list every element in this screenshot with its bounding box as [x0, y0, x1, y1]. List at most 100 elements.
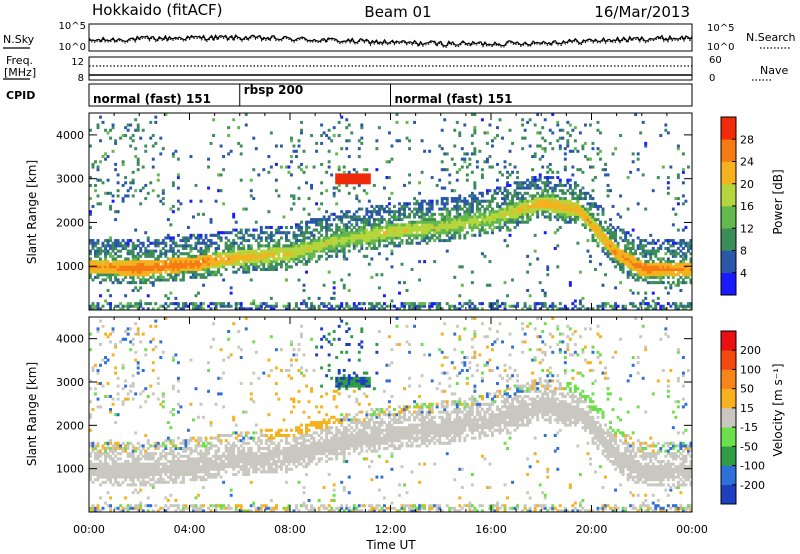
power-cell: [581, 212, 585, 216]
power-cell: [194, 236, 198, 240]
velocity-cell: [151, 483, 155, 487]
power-cell: [139, 241, 143, 245]
power-cell: [644, 239, 648, 243]
power-cell: [146, 307, 150, 311]
power-cell: [249, 249, 253, 253]
power-cell: [252, 197, 256, 201]
power-cell: [186, 304, 190, 308]
power-cell: [89, 262, 92, 266]
power-cell: [161, 202, 165, 206]
power-cell: [435, 228, 439, 232]
power-cell: [674, 254, 678, 258]
power-cell: [320, 202, 324, 206]
velocity-cell: [96, 441, 100, 445]
power-cell: [91, 302, 95, 306]
power-cell: [365, 168, 369, 172]
power-cell: [679, 270, 683, 274]
velocity-cell: [159, 356, 163, 359]
power-cell: [684, 275, 688, 279]
power-cell: [418, 260, 422, 264]
power-cell: [330, 241, 334, 245]
velocity-cell: [194, 460, 198, 463]
power-cell: [636, 236, 640, 240]
power-cell: [247, 257, 251, 261]
power-cell: [621, 228, 625, 232]
velocity-cell: [189, 457, 193, 461]
power-cell: [116, 210, 120, 214]
power-cell: [664, 286, 668, 290]
power-cell: [398, 241, 401, 245]
velocity-cell: [199, 452, 203, 456]
power-cell: [656, 262, 660, 266]
power-cell: [533, 302, 537, 306]
power-cell: [332, 236, 336, 240]
velocity-cell: [114, 366, 118, 370]
power-cell: [227, 249, 231, 253]
power-cell: [269, 131, 273, 135]
power-cell: [400, 233, 404, 237]
power-cell: [420, 233, 424, 237]
power-cell: [671, 223, 675, 227]
power-cell: [355, 241, 359, 245]
power-cell: [360, 225, 364, 229]
power-cell: [345, 210, 349, 214]
power-cell: [498, 218, 502, 222]
velocity-cell: [114, 467, 118, 471]
power-cell: [176, 265, 180, 269]
velocity-cell: [154, 444, 158, 448]
power-cell: [674, 307, 678, 311]
power-cell: [676, 283, 680, 287]
power-cell: [470, 233, 474, 237]
power-cell: [410, 267, 414, 271]
power-cell: [498, 220, 502, 224]
velocity-cell: [189, 478, 193, 482]
power-cell: [513, 194, 517, 198]
power-cell: [269, 304, 273, 308]
power-cell: [244, 252, 248, 256]
power-cell: [496, 215, 499, 219]
power-cell: [568, 123, 572, 127]
velocity-cell: [199, 449, 203, 453]
power-cell: [134, 267, 138, 271]
power-cell: [169, 207, 173, 211]
power-cell: [300, 239, 303, 243]
power-cell: [606, 189, 610, 193]
power-cell: [194, 246, 198, 250]
power-cell: [521, 218, 525, 222]
power-cell: [445, 239, 449, 243]
velocity-cell: [186, 428, 190, 432]
power-cell: [295, 225, 298, 229]
power-cell: [470, 141, 474, 145]
power-cell: [445, 233, 449, 237]
velocity-cell: [116, 441, 120, 445]
power-cell: [563, 202, 567, 206]
power-cell: [114, 260, 118, 264]
power-cell: [192, 233, 195, 237]
velocity-cell: [106, 465, 110, 469]
power-cell: [498, 189, 502, 193]
power-cell: [526, 220, 530, 224]
power-cell: [501, 302, 504, 306]
velocity-cell: [126, 504, 130, 508]
power-cell: [458, 218, 462, 222]
power-cell: [164, 244, 168, 248]
power-cell: [393, 228, 396, 232]
power-cell: [586, 212, 590, 216]
power-cell: [154, 241, 158, 245]
velocity-cell: [197, 475, 200, 479]
velocity-cell: [202, 504, 205, 508]
power-cell: [626, 231, 630, 235]
velocity-cell: [171, 457, 175, 461]
power-cell: [370, 228, 374, 232]
power-cell: [267, 244, 271, 248]
power-cell: [114, 239, 118, 243]
power-cell: [491, 307, 494, 311]
power-cell: [629, 262, 633, 266]
power-cell: [380, 304, 384, 308]
power-cell: [322, 215, 326, 219]
power-cell: [232, 257, 236, 261]
power-cell: [425, 202, 429, 206]
velocity-cell: [174, 473, 178, 476]
power-cell: [508, 218, 512, 222]
power-cell: [571, 189, 575, 193]
